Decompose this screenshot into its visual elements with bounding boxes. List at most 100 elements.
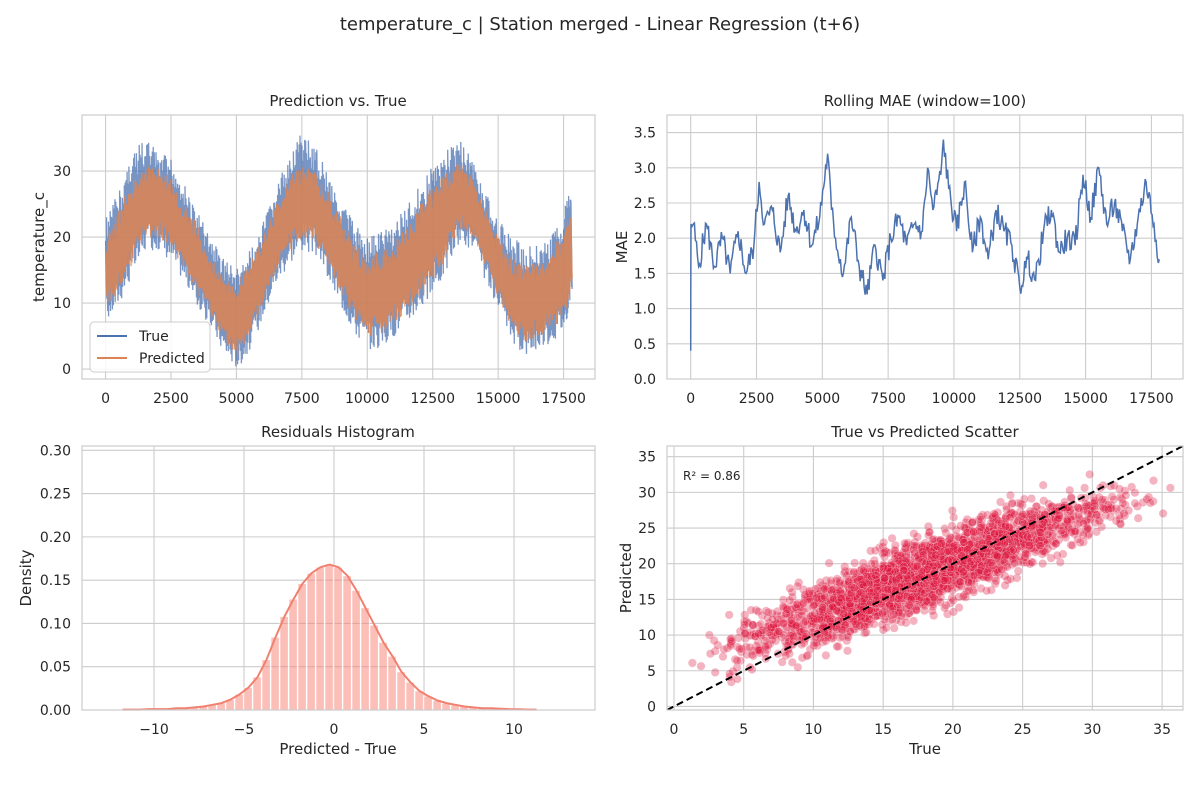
histogram-bar <box>297 583 307 711</box>
x-tick-label: 12500 <box>410 391 455 407</box>
scatter-point <box>1039 496 1049 506</box>
histogram-bar <box>387 656 397 711</box>
plot-area <box>667 446 1183 710</box>
scatter-point <box>1124 506 1134 515</box>
y-tick-label: 0.0 <box>634 372 656 388</box>
panel-true-vs-predicted-scatter: True vs Predicted Scatter 0 5 10 15 20 25 30 35… <box>617 423 1184 758</box>
scatter-point <box>1023 532 1032 542</box>
scatter-point <box>947 593 957 603</box>
panel-title: True vs Predicted Scatter <box>830 423 1019 441</box>
y-tick-label: 2.5 <box>634 196 656 212</box>
scatter-point <box>1036 528 1045 537</box>
axes-frame <box>81 114 596 380</box>
panel-title: Residuals Histogram <box>261 423 415 441</box>
y-axis-label: Density <box>17 549 35 606</box>
scatter-point <box>753 607 763 616</box>
scatter-point <box>976 584 986 593</box>
scatter-point <box>779 595 788 605</box>
histogram-bar <box>351 590 361 711</box>
scatter-point <box>785 595 795 605</box>
y-tick-label: 0 <box>62 362 71 378</box>
scatter-point <box>1035 541 1045 550</box>
histogram-bar <box>324 564 334 711</box>
r-squared-annotation: R² = 0.86 <box>683 469 741 483</box>
scatter-point <box>820 584 829 594</box>
scatter-point <box>1025 541 1034 550</box>
scatter-point <box>889 609 899 619</box>
x-tick-label: 2500 <box>739 391 775 407</box>
y-tick-label: 3.0 <box>634 161 656 177</box>
histogram-bar <box>315 566 325 711</box>
histogram-bar <box>270 636 280 711</box>
y-tick-label: 1.0 <box>634 302 656 318</box>
scatter-point <box>802 651 812 661</box>
x-tick-label: 15 <box>874 722 892 738</box>
scatter-point <box>1120 486 1130 496</box>
y-tick-label: 0.05 <box>40 660 71 676</box>
x-tick-label: 7500 <box>870 391 906 407</box>
y-tick-label: 0.25 <box>40 487 71 503</box>
scatter-point <box>1052 551 1062 560</box>
scatter-point <box>1027 494 1036 503</box>
scatter-point <box>777 657 787 667</box>
scatter-point <box>793 662 803 672</box>
scatter-point <box>901 618 911 628</box>
scatter-point <box>696 661 706 671</box>
legend-label-predicted: Predicted <box>139 351 205 367</box>
scatter-point <box>818 605 827 615</box>
plot-area <box>104 135 573 367</box>
scatter-point <box>1121 490 1131 500</box>
x-tick-label: 20 <box>944 722 962 738</box>
scatter-point <box>688 658 697 668</box>
scatter-point <box>954 603 964 612</box>
scatter-point <box>813 641 822 651</box>
scatter-point <box>787 657 797 667</box>
scatter-point <box>885 567 895 576</box>
scatter-point <box>1019 494 1029 504</box>
x-tick-label: 35 <box>1153 722 1171 738</box>
scatter-point <box>929 593 939 602</box>
scatter-point <box>1104 505 1113 514</box>
histogram-bar <box>378 642 388 711</box>
scatter-point <box>1025 506 1035 516</box>
scatter-point <box>1013 566 1023 576</box>
y-tick-label: 0.00 <box>40 703 71 719</box>
scatter-point <box>840 562 850 572</box>
scatter-point <box>794 578 804 587</box>
scatter-point <box>1127 482 1137 492</box>
tick-labels: 0 2500 5000 7500 10000 12500 15000 17500 0.0 0.5 1… <box>634 126 1174 407</box>
scatter-point <box>834 597 844 607</box>
scatter-point <box>820 592 830 602</box>
scatter-point <box>994 528 1004 538</box>
plot-area <box>117 563 541 711</box>
y-axis-label: MAE <box>613 231 631 264</box>
x-tick-label: 12500 <box>998 391 1043 407</box>
x-tick-label: 5 <box>420 722 429 738</box>
histogram-bar <box>405 682 415 711</box>
scatter-point <box>1080 483 1090 493</box>
grid <box>667 446 1183 710</box>
scatter-point <box>745 643 755 652</box>
y-tick-label: 0.10 <box>40 616 71 632</box>
legend-label-true: True <box>138 329 169 345</box>
kde-curve <box>122 563 537 711</box>
scatter-point <box>889 623 899 633</box>
y-tick-label: 15 <box>638 592 656 608</box>
scatter-point <box>850 558 860 568</box>
scatter-point <box>991 576 1001 586</box>
y-tick-label: 30 <box>53 164 71 180</box>
x-tick-label: 5000 <box>219 391 255 407</box>
scatter-point <box>740 620 749 629</box>
scatter-point <box>986 518 996 528</box>
scatter-point <box>948 542 958 552</box>
scatter-point <box>732 674 742 684</box>
x-tick-label: 15000 <box>476 391 521 407</box>
scatter-point <box>947 521 957 531</box>
axes-frame <box>666 114 1184 380</box>
histogram-bar <box>414 690 424 711</box>
scatter-point <box>1002 502 1011 511</box>
scatter-point <box>906 595 916 605</box>
scatter-point <box>788 592 797 602</box>
scatter-point <box>1116 519 1126 529</box>
scatter-point <box>958 567 968 577</box>
